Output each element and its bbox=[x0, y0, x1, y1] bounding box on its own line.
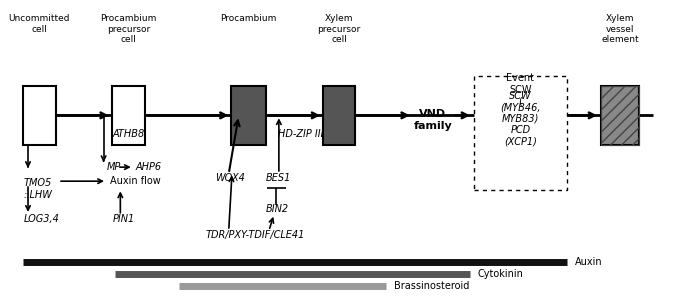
Text: Brassinosteroid: Brassinosteroid bbox=[394, 281, 469, 291]
Text: TDR/PXY-TDIF/CLE41: TDR/PXY-TDIF/CLE41 bbox=[206, 230, 305, 240]
Text: HD-ZIP III: HD-ZIP III bbox=[277, 129, 323, 139]
Text: Cytokinin: Cytokinin bbox=[477, 269, 523, 279]
Text: BIN2: BIN2 bbox=[266, 204, 289, 214]
Bar bbox=[111, 86, 145, 145]
Text: Event: Event bbox=[506, 73, 534, 83]
Text: ATHB8: ATHB8 bbox=[112, 128, 145, 139]
Text: Xylem
precursor
cell: Xylem precursor cell bbox=[318, 15, 361, 44]
Bar bbox=[600, 86, 639, 145]
Text: BES1: BES1 bbox=[266, 173, 291, 183]
Text: AHP6: AHP6 bbox=[135, 162, 161, 172]
Bar bbox=[323, 86, 355, 145]
Bar bbox=[600, 86, 639, 145]
Text: Procambium
precursor
cell: Procambium precursor cell bbox=[100, 15, 156, 44]
Text: Procambium: Procambium bbox=[221, 15, 277, 24]
Text: MP: MP bbox=[107, 162, 121, 172]
Bar bbox=[232, 86, 266, 145]
Text: Uncommitted
cell: Uncommitted cell bbox=[9, 15, 70, 34]
Text: TMO5
::LHW: TMO5 ::LHW bbox=[23, 178, 52, 200]
Bar bbox=[474, 76, 566, 190]
Text: SCW
(MYB46,
MYB83)
PCD
(XCP1): SCW (MYB46, MYB83) PCD (XCP1) bbox=[500, 91, 541, 147]
Text: WOX4: WOX4 bbox=[215, 173, 245, 183]
Text: SCW
(: SCW ( bbox=[509, 85, 531, 106]
Text: Auxin flow: Auxin flow bbox=[110, 176, 161, 186]
Text: Auxin: Auxin bbox=[574, 257, 602, 268]
Text: LOG3,4: LOG3,4 bbox=[23, 214, 59, 224]
Text: Xylem
vessel
element: Xylem vessel element bbox=[601, 15, 639, 44]
Text: PIN1: PIN1 bbox=[113, 214, 135, 224]
Text: VND
family: VND family bbox=[413, 109, 452, 131]
Bar bbox=[23, 86, 56, 145]
